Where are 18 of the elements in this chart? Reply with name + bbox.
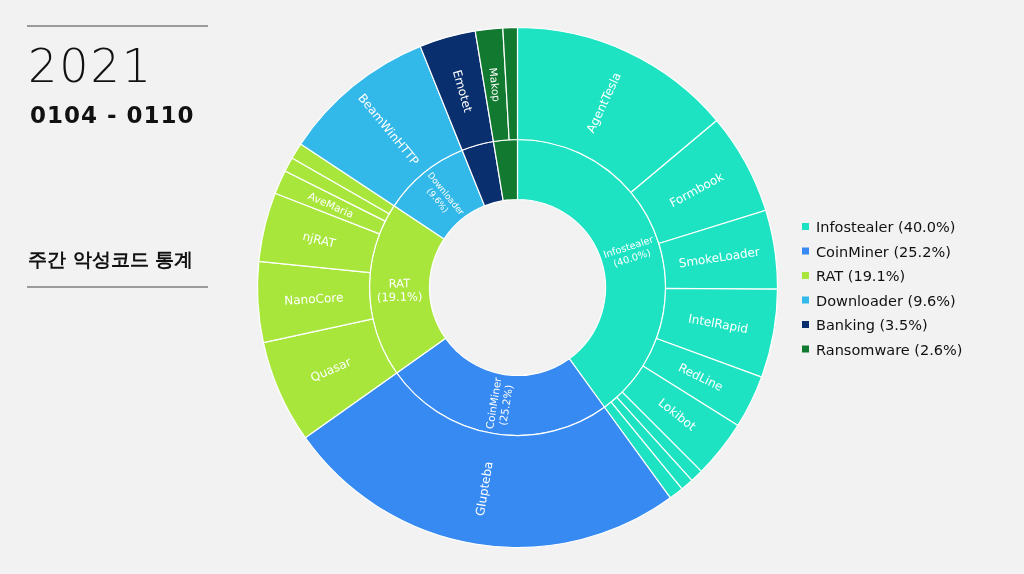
legend-label: RAT (19.1%) bbox=[816, 268, 906, 284]
slice-label: Makop bbox=[487, 67, 503, 103]
legend-label: Downloader (9.6%) bbox=[816, 292, 956, 309]
slice-label: IntelRapid bbox=[687, 311, 750, 337]
legend-label: CoinMiner (25.2%) bbox=[816, 243, 951, 260]
legend-label: Banking (3.5%) bbox=[816, 317, 928, 333]
slice-label: Emotet bbox=[449, 68, 476, 115]
slice-label: njRAT bbox=[301, 229, 338, 251]
slice-label: CoinMiner (25.2%) bbox=[483, 375, 515, 430]
chart-title: 2021 bbox=[28, 39, 154, 93]
legend-label: Infostealer (40.0%) bbox=[816, 219, 956, 235]
slice-label: SmokeLoader bbox=[677, 244, 761, 271]
text: 주간 악성코드 통계 bbox=[28, 248, 194, 270]
text: 0104 - 0110 bbox=[30, 102, 195, 128]
slice-label: RAT (19.1%) bbox=[376, 276, 423, 305]
legend-label: Ransomware (2.6%) bbox=[816, 341, 963, 358]
slice-label: NanoCore bbox=[283, 290, 344, 308]
slice-label: Glupteba bbox=[472, 460, 496, 518]
